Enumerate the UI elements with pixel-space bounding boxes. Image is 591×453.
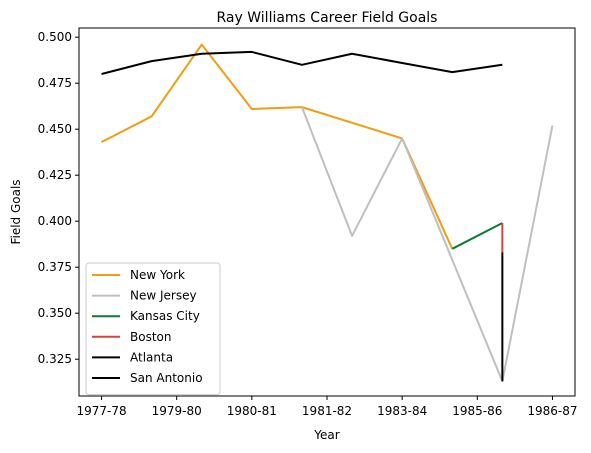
plot-lines xyxy=(101,43,554,383)
y-tick-label: 0.375 xyxy=(38,260,72,274)
legend: New York New Jersey Kansas City Boston Atlan… xyxy=(85,262,221,396)
legend-label: Kansas City xyxy=(130,309,200,323)
y-axis-label: Field Goals xyxy=(9,179,23,244)
legend-label: New York xyxy=(130,268,185,282)
y-tick-label: 0.325 xyxy=(38,352,72,366)
x-tick-label: 1986-87 xyxy=(527,404,577,418)
y-tick-label: 0.400 xyxy=(38,214,72,228)
x-tick-label: 1980-81 xyxy=(227,404,277,418)
y-tick-label: 0.425 xyxy=(38,168,72,182)
chart-title: Ray Williams Career Field Goals xyxy=(217,10,438,26)
series-line-1 xyxy=(301,106,554,383)
y-tick-label: 0.475 xyxy=(38,76,72,90)
y-tick-label: 0.350 xyxy=(38,306,72,320)
y-tick-label: 0.450 xyxy=(38,122,72,136)
legend-label: San Antonio xyxy=(130,371,203,385)
series-line-2 xyxy=(451,222,503,250)
x-tick-label: 1981-82 xyxy=(302,404,352,418)
x-tick-label: 1977-78 xyxy=(76,404,126,418)
x-tick-label: 1985-86 xyxy=(452,404,502,418)
legend-label: Boston xyxy=(130,330,171,344)
x-axis: 1977-78 1979-80 1980-81 1981-82 1983-84 1985-… xyxy=(76,396,578,418)
x-tick-label: 1979-80 xyxy=(152,404,202,418)
x-tick-label: 1983-84 xyxy=(377,404,427,418)
series-line-0 xyxy=(101,43,454,250)
legend-label: Atlanta xyxy=(130,350,173,364)
legend-label: New Jersey xyxy=(130,289,197,303)
series-line-5 xyxy=(101,50,503,75)
x-axis-label: Year xyxy=(313,428,339,442)
y-tick-label: 0.500 xyxy=(38,30,72,44)
y-axis: 0.325 0.350 0.375 0.400 0.425 0.450 0.475 0.500 xyxy=(38,30,79,366)
